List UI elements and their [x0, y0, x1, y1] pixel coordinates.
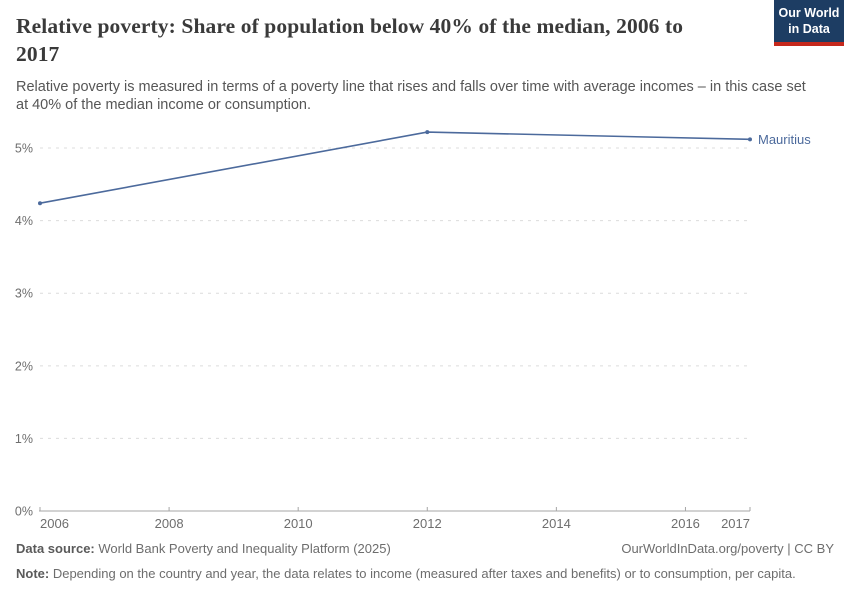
page-title: Relative poverty: Share of population be…: [16, 14, 684, 67]
data-source-value: World Bank Poverty and Inequality Platfo…: [94, 541, 391, 556]
data-source-label: Data source:: [16, 541, 95, 556]
data-point[interactable]: [425, 130, 430, 135]
data-line[interactable]: [39, 131, 751, 204]
data-source: Data source: World Bank Poverty and Ineq…: [16, 541, 391, 558]
x-axis-label: 2016: [671, 516, 700, 531]
chart-area: 0% 1% 2% 3% 4% 5% 2006 2008 2010 2012 2014 2016 2017…: [0, 118, 850, 533]
line-chart: 0% 1% 2% 3% 4% 5% 2006 2008 2010 2012 2014 2016 2017…: [15, 130, 811, 531]
data-point[interactable]: [38, 201, 42, 206]
chart-header: Relative poverty: Share of population be…: [16, 12, 836, 115]
data-point[interactable]: [748, 137, 752, 142]
y-axis-label: 5%: [15, 142, 33, 156]
note: Note: Depending on the country and year,…: [16, 566, 834, 583]
chart-subtitle: Relative poverty is measured in terms of…: [16, 78, 806, 114]
entity-label[interactable]: Mauritius: [758, 132, 811, 147]
y-axis-label: 0%: [15, 505, 33, 519]
x-axis-label: 2012: [413, 516, 442, 531]
x-axis-label: 2014: [542, 516, 571, 531]
y-axis-label: 1%: [15, 432, 33, 446]
x-axis-label: 2008: [155, 516, 184, 531]
x-axis-label: 2017: [721, 516, 750, 531]
x-axis-label: 2006: [40, 516, 69, 531]
x-axis-label: 2010: [284, 516, 313, 531]
note-value: Depending on the country and year, the d…: [49, 565, 796, 581]
owid-logo: Our World in Data: [774, 0, 844, 47]
y-axis-label: 4%: [15, 214, 33, 228]
chart-footer: Data source: World Bank Poverty and Ineq…: [16, 541, 834, 583]
attribution-link[interactable]: OurWorldInData.org/poverty | CC BY: [621, 541, 834, 556]
owid-logo-line2: in Data: [788, 21, 830, 36]
owid-logo-line1: Our World: [778, 6, 840, 20]
y-axis-label: 2%: [15, 359, 33, 373]
note-label: Note:: [16, 565, 50, 581]
y-axis-label: 3%: [15, 287, 33, 301]
